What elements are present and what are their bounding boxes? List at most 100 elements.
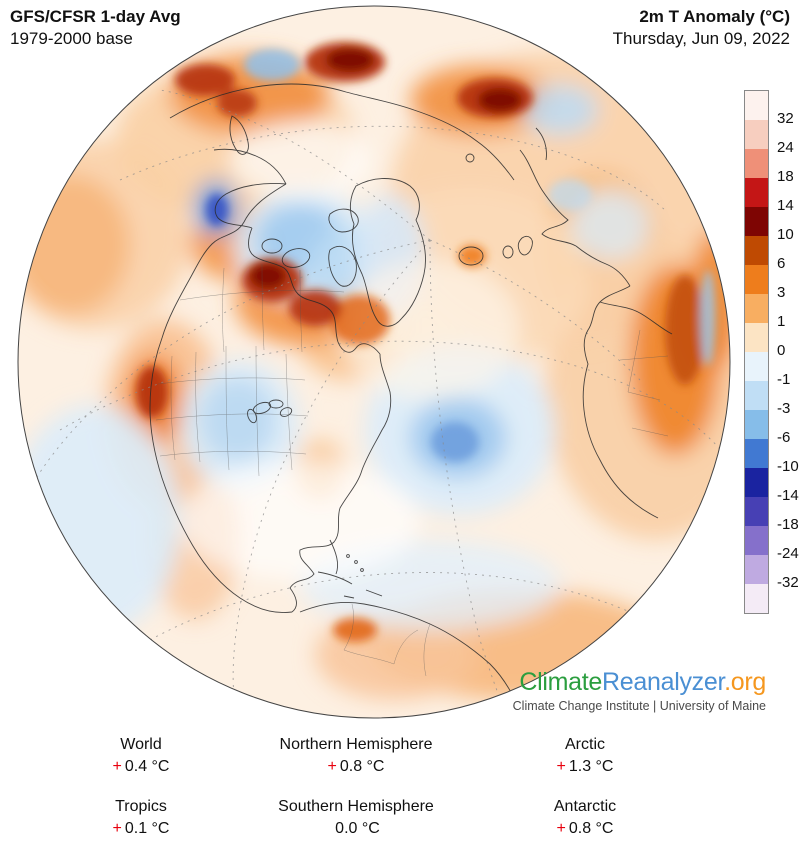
colorbar-band: [745, 323, 768, 352]
coast-bahamas-3: [360, 568, 364, 572]
anomaly-region-siberia-maroon: [326, 48, 374, 72]
state-borders: [155, 263, 669, 677]
coastlines: [149, 83, 673, 699]
stat-sign: +: [112, 820, 122, 837]
colorbar-ticks: 32 24 18 14 10 6 3 1 0 -1 -3 -6 -10 -14 -18 -24 -32: [777, 90, 800, 612]
anomaly-region-prairie-maroon: [250, 263, 286, 289]
stat-label: Southern Hemisphere: [278, 798, 434, 815]
colorbar-tick-label: 14: [777, 197, 794, 214]
stat-label: Tropics: [115, 798, 167, 815]
coast-cuba: [317, 571, 353, 585]
anomaly-region-venezuela-hot: [333, 618, 377, 642]
colorbar-tick-label: -24: [777, 545, 799, 562]
stat-value: 1.3 °C: [568, 758, 614, 775]
coast-novaya-zemlya: [535, 127, 547, 161]
stat-sign: +: [556, 820, 566, 837]
colorbar-tick-label: -1: [777, 371, 791, 388]
colorbar-tick-label: 32: [777, 110, 794, 127]
coast-victoria-island: [281, 248, 311, 268]
anomaly-region-atlantic-cold-core: [431, 422, 479, 462]
coast-bahamas-1: [346, 554, 350, 558]
anomaly-hotspot-layer: [136, 42, 716, 642]
stat-label: World: [120, 736, 162, 753]
logo-reanalyzer[interactable]: Reanalyzer: [602, 668, 725, 696]
logo-climate[interactable]: Climate: [519, 668, 603, 696]
coast-hispaniola: [365, 589, 383, 597]
colorbar-band: [745, 410, 768, 439]
colorbar-band: [745, 526, 768, 555]
colorbar-band: [745, 120, 768, 149]
coast-lake-michigan: [247, 408, 257, 424]
stat-world: World +0.4 °C: [40, 734, 242, 779]
coast-alaska-north: [214, 183, 287, 229]
anomaly-region-chukotka-core: [175, 64, 235, 96]
stat-label: Arctic: [565, 736, 605, 753]
anomaly-region-iceland-hot: [458, 245, 486, 267]
colorbar-band: [745, 265, 768, 294]
anomaly-region-scandinavia-cold: [548, 179, 592, 211]
colorbar-tick-label: 6: [777, 255, 786, 272]
colorbar-tick-label: -3: [777, 400, 791, 417]
anomaly-region-taymyr-maroon: [478, 88, 522, 112]
coast-jamaica: [343, 595, 355, 599]
dataset-title: GFS/CFSR 1-day Avg: [10, 7, 181, 26]
coast-britain: [517, 235, 533, 256]
header-left: GFS/CFSR 1-day Avg 1979-2000 base: [10, 6, 181, 50]
anomaly-region-e-europe-cold: [570, 190, 650, 260]
anomaly-region-kamchatka-core: [217, 89, 257, 117]
date-label: Thursday, Jun 09, 2022: [612, 29, 790, 48]
coast-ireland: [502, 245, 514, 259]
anomaly-region-pacific-cold: [18, 405, 180, 635]
anomaly-region-nevada-core: [136, 366, 168, 418]
stat-tropics: Tropics +0.1 °C: [40, 796, 242, 841]
colorbar: [744, 90, 769, 614]
colorbar-band: [745, 207, 768, 236]
globe-limb: [17, 5, 731, 719]
baseline-subtitle: 1979-2000 base: [10, 29, 133, 48]
coast-chukotka: [213, 148, 287, 185]
colorbar-tick-label: -18: [777, 516, 799, 533]
stat-value: 0.0 °C: [335, 820, 380, 837]
colorbar-tick-label: 0: [777, 342, 786, 359]
colorbar-tick-label: -6: [777, 429, 791, 446]
colorbar-band: [745, 294, 768, 323]
anomaly-region-africa-core: [665, 275, 705, 385]
coast-labrador-hudson: [248, 227, 381, 355]
stat-label: Antarctic: [553, 798, 617, 815]
colorbar-band: [745, 381, 768, 410]
site-logo[interactable]: ClimateReanalyzer.org: [513, 668, 766, 696]
coast-baltic: [575, 245, 631, 287]
colorbar-band: [745, 178, 768, 207]
variable-title: 2m T Anomaly (°C): [639, 7, 790, 26]
header-right: 2m T Anomaly (°C) Thursday, Jun 09, 2022: [613, 6, 790, 50]
colorbar-band: [745, 439, 768, 468]
colorbar-band: [745, 497, 768, 526]
colorbar-band: [745, 555, 768, 584]
coast-europe-africa: [582, 285, 659, 519]
anomaly-region-bc-cold-core: [206, 194, 228, 226]
stat-value: 0.4 °C: [124, 758, 170, 775]
coast-lake-huron: [268, 399, 284, 409]
stat-northern-hemisphere: Northern Hemisphere +0.8 °C: [230, 734, 482, 779]
anomaly-region-labrador-hot: [330, 295, 390, 345]
stat-label: Northern Hemisphere: [279, 736, 433, 753]
logo-org[interactable]: .org: [724, 668, 766, 696]
colorbar-band: [745, 236, 768, 265]
colorbar-tick-label: 3: [777, 284, 786, 301]
branding: ClimateReanalyzer.org Climate Change Ins…: [513, 668, 767, 713]
coast-bahamas-2: [354, 560, 358, 564]
coast-banks-island: [261, 238, 283, 254]
stat-value: 0.8 °C: [568, 820, 614, 837]
coast-south-america: [299, 602, 515, 699]
coast-baffin-island: [328, 246, 357, 287]
anomaly-stats: World +0.4 °C Tropics +0.1 °C Northern H…: [0, 734, 800, 846]
stat-value: 0.8 °C: [339, 758, 385, 775]
colorbar-tick-label: 1: [777, 313, 786, 330]
coast-ellesmere-island: [328, 208, 359, 233]
colorbar-tick-label: -32: [777, 574, 799, 591]
coast-scandinavia: [519, 149, 577, 247]
stat-sign: +: [556, 758, 566, 775]
coast-florida: [329, 539, 339, 575]
anomaly-region-manitoba-core: [289, 290, 341, 326]
